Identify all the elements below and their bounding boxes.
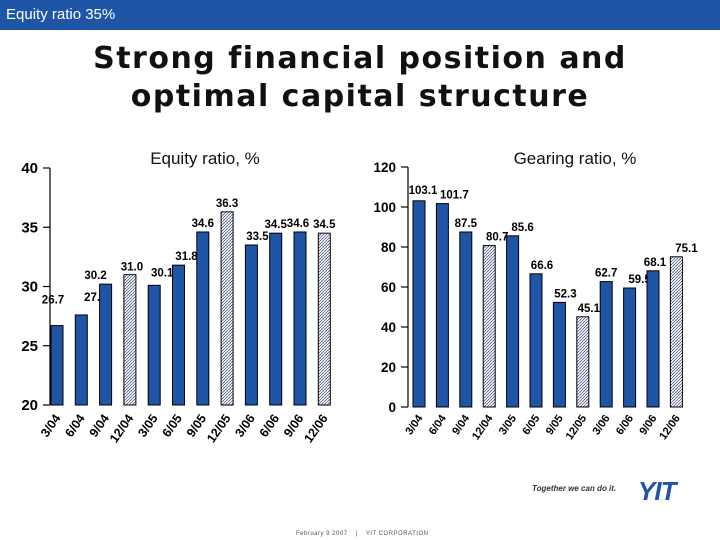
x-tick-label: 6/04 (62, 412, 87, 440)
x-tick-label: 9/05 (544, 413, 566, 437)
bar (576, 316, 590, 408)
gearing-ratio-chart: Gearing ratio, % 0 20 40 60 80 100 120 103.1 3/04… (373, 149, 698, 442)
x-tick-label: 12/04 (470, 412, 496, 442)
bar (293, 231, 307, 406)
footer-separator: | (355, 531, 358, 537)
equity-ratio-chart: Equity ratio, %202530354026.73/0427.66/0… (21, 149, 336, 445)
y-tick-label: 20 (381, 360, 396, 375)
footer-company: YIT CORPORATION (365, 531, 429, 537)
y-tick-label: 40 (21, 160, 38, 177)
chart-title: Gearing ratio, % (514, 149, 637, 168)
bar-value-label: 26.7 (42, 295, 64, 307)
x-tick-label: 12/05 (564, 413, 590, 442)
bar-value-label: 33.5 (246, 231, 269, 243)
x-tick-label: 12/06 (301, 412, 330, 446)
bar (482, 245, 496, 408)
bar-value-label: 52.3 (554, 288, 576, 300)
bar (99, 283, 113, 406)
bar (599, 281, 613, 408)
yit-logo: YIT (638, 476, 676, 506)
bar (269, 232, 283, 406)
bar (646, 270, 660, 408)
slide-title-line-2: optimal capital structure (130, 79, 590, 114)
bar (552, 301, 566, 408)
bar (623, 287, 637, 408)
bar (123, 274, 137, 406)
bar-value-label: 34.6 (192, 218, 214, 230)
bar (435, 203, 449, 408)
bar-value-label: 80.7 (486, 232, 508, 244)
bar-value-label: 34.5 (313, 219, 336, 231)
bar (244, 244, 258, 406)
bar-value-label: 36.3 (216, 198, 238, 210)
bar-value-label: 103.1 (409, 185, 438, 197)
chart-title: Equity ratio, % (150, 149, 260, 168)
x-tick-label: 9/06 (637, 413, 659, 437)
bar-value-label: 34.6 (287, 218, 309, 230)
bar-value-label: 59.5 (628, 274, 651, 286)
y-tick-label: 80 (381, 240, 396, 255)
x-tick-label: 6/06 (257, 412, 282, 440)
x-tick-label: 3/04 (403, 412, 426, 437)
bar-value-label: 87.5 (455, 218, 478, 230)
bar (74, 314, 88, 406)
x-tick-label: 6/05 (520, 413, 542, 437)
bar (196, 231, 210, 406)
bar-value-label: 101.7 (440, 190, 469, 202)
x-tick-label: 3/04 (38, 412, 63, 440)
section-header-bar: Equity ratio 35% (0, 0, 720, 30)
x-tick-label: 6/04 (427, 412, 450, 437)
bar (172, 264, 185, 406)
slide-title-line-1: Strong financial position and (93, 41, 627, 76)
bar (669, 256, 683, 408)
footer-date: February 9 2007 (296, 531, 348, 537)
bar-value-label: 30.2 (84, 270, 106, 282)
bar (147, 284, 161, 406)
bar (220, 211, 234, 406)
x-tick-label: 12/06 (657, 413, 683, 442)
bar (459, 231, 473, 408)
bar-value-label: 85.6 (511, 222, 533, 234)
y-tick-label: 35 (21, 219, 38, 236)
y-tick-label: 40 (381, 320, 396, 335)
y-tick-label: 60 (381, 280, 396, 295)
bar (50, 325, 64, 406)
y-tick-label: 0 (388, 400, 396, 415)
bar-value-label: 62.7 (595, 268, 617, 280)
bar (506, 235, 520, 408)
bar-value-label: 75.1 (675, 243, 698, 255)
x-tick-label: 12/05 (204, 412, 233, 446)
bar-value-label: 31.8 (175, 251, 198, 263)
slide-title: Strong financial position and optimal ca… (0, 40, 720, 116)
x-tick-label: 3/05 (135, 412, 160, 440)
x-tick-label: 9/04 (450, 412, 473, 437)
bar-value-label: 30.1 (151, 267, 174, 279)
bar-value-label: 68.1 (644, 257, 667, 269)
bar-value-label: 66.6 (531, 260, 553, 272)
bar-value-label: 31.0 (121, 262, 143, 274)
x-tick-label: 3/06 (232, 412, 257, 440)
x-tick-label: 3/06 (591, 413, 613, 437)
bar (412, 200, 426, 408)
x-tick-label: 6/06 (614, 413, 636, 437)
x-tick-label: 6/05 (160, 412, 185, 440)
footer: February 9 2007 | YIT CORPORATION (296, 531, 428, 537)
bar-value-label: 45.1 (578, 303, 601, 315)
tagline: Together we can do it. (532, 484, 617, 493)
bar (529, 273, 543, 408)
x-tick-label: 12/04 (107, 412, 136, 446)
y-tick-label: 20 (21, 397, 38, 414)
bar (317, 232, 331, 406)
x-tick-label: 3/05 (497, 413, 519, 437)
y-tick-label: 25 (21, 338, 38, 355)
bar-value-label: 34.5 (265, 219, 288, 231)
section-title: Equity ratio 35% (6, 6, 116, 23)
y-tick-label: 100 (373, 200, 396, 215)
y-tick-label: 30 (21, 279, 38, 296)
y-tick-label: 120 (373, 160, 396, 175)
